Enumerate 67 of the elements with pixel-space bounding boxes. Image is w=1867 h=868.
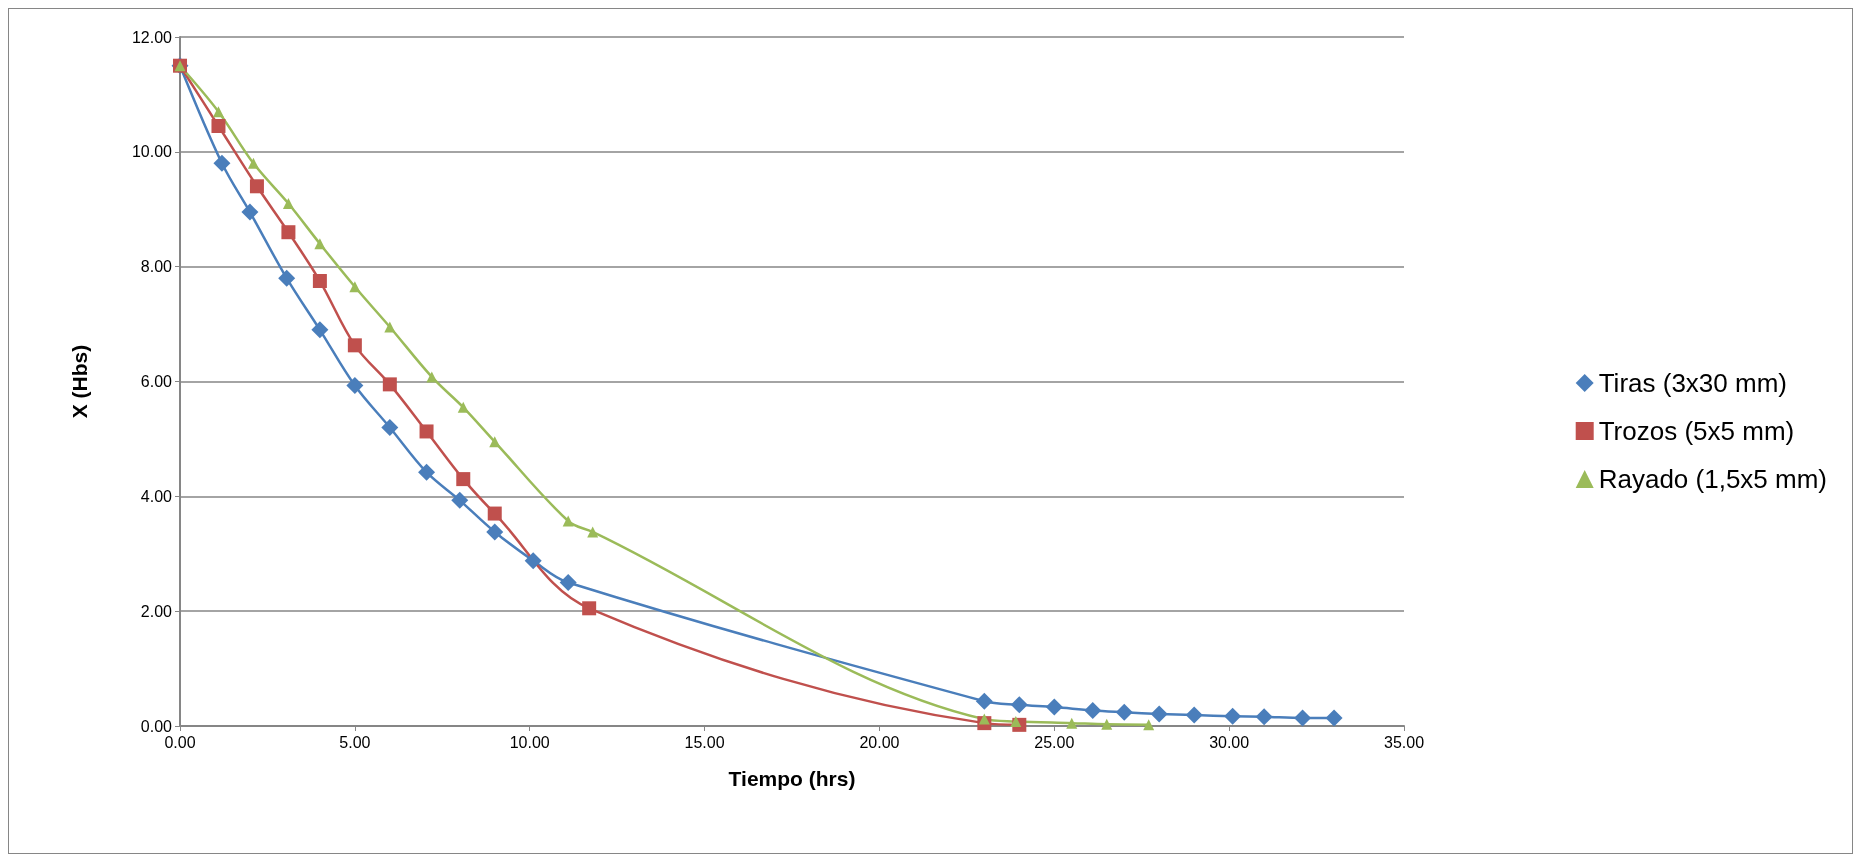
point [282,198,294,210]
point [1294,709,1312,727]
y-tick-label: 2.00 [140,602,173,620]
point [381,418,399,436]
y-tick-label: 6.00 [140,373,173,390]
point [281,225,296,240]
point [487,506,502,521]
point [975,692,993,710]
point [1010,696,1028,714]
point [213,154,231,172]
point [382,377,397,392]
y-tick-label: 4.00 [140,487,173,505]
x-tick-label: 25.00 [1034,733,1075,751]
point [278,269,296,287]
point [489,436,501,448]
x-tick-label: 0.00 [164,733,196,751]
point [1101,718,1113,730]
x-tick-label: 15.00 [684,733,725,751]
y-tick-label: 8.00 [140,258,173,276]
point [1150,705,1168,723]
x-tick-label: 30.00 [1209,733,1250,751]
point [1185,706,1203,724]
point [384,321,396,333]
point [1224,707,1242,725]
point [419,424,434,439]
point [1010,715,1022,727]
x-tick-label: 35.00 [1383,733,1425,751]
point [486,523,504,541]
point [418,463,436,481]
y-tick-label: 12.00 [131,28,173,46]
point [978,713,990,725]
point [249,179,264,194]
x-axis-title: Tiempo (hrs) [728,767,856,790]
legend-label: Trozos (5x5 mm) [1598,416,1795,446]
y-tick-label: 10.00 [131,143,173,161]
point [1143,719,1155,731]
point [582,601,597,616]
x-tick-label: 10.00 [509,733,550,751]
point [524,552,542,570]
point [562,515,574,527]
point [1066,717,1078,729]
point [347,338,362,353]
point [241,203,259,221]
point [349,281,361,293]
point [247,157,259,169]
point [1325,709,1343,727]
legend-label: Tiras (3x30 mm) [1598,368,1787,398]
x-tick-label: 20.00 [859,733,900,751]
point [211,119,226,133]
point [1045,698,1063,716]
point [1115,703,1133,721]
point [346,377,364,395]
point [451,491,469,509]
point [212,106,224,118]
point [1084,702,1102,719]
point [314,238,326,250]
y-axis-title: X (Hbs) [68,344,91,419]
point [312,274,327,289]
point [1255,708,1273,726]
point [311,321,329,339]
point [456,472,471,487]
point [587,526,599,538]
legend-label: Rayado (1,5x5 mm) [1598,464,1828,494]
y-tick-label: 0.00 [140,717,173,735]
x-tick-label: 5.00 [339,733,371,751]
point [559,573,577,591]
point [457,401,469,413]
